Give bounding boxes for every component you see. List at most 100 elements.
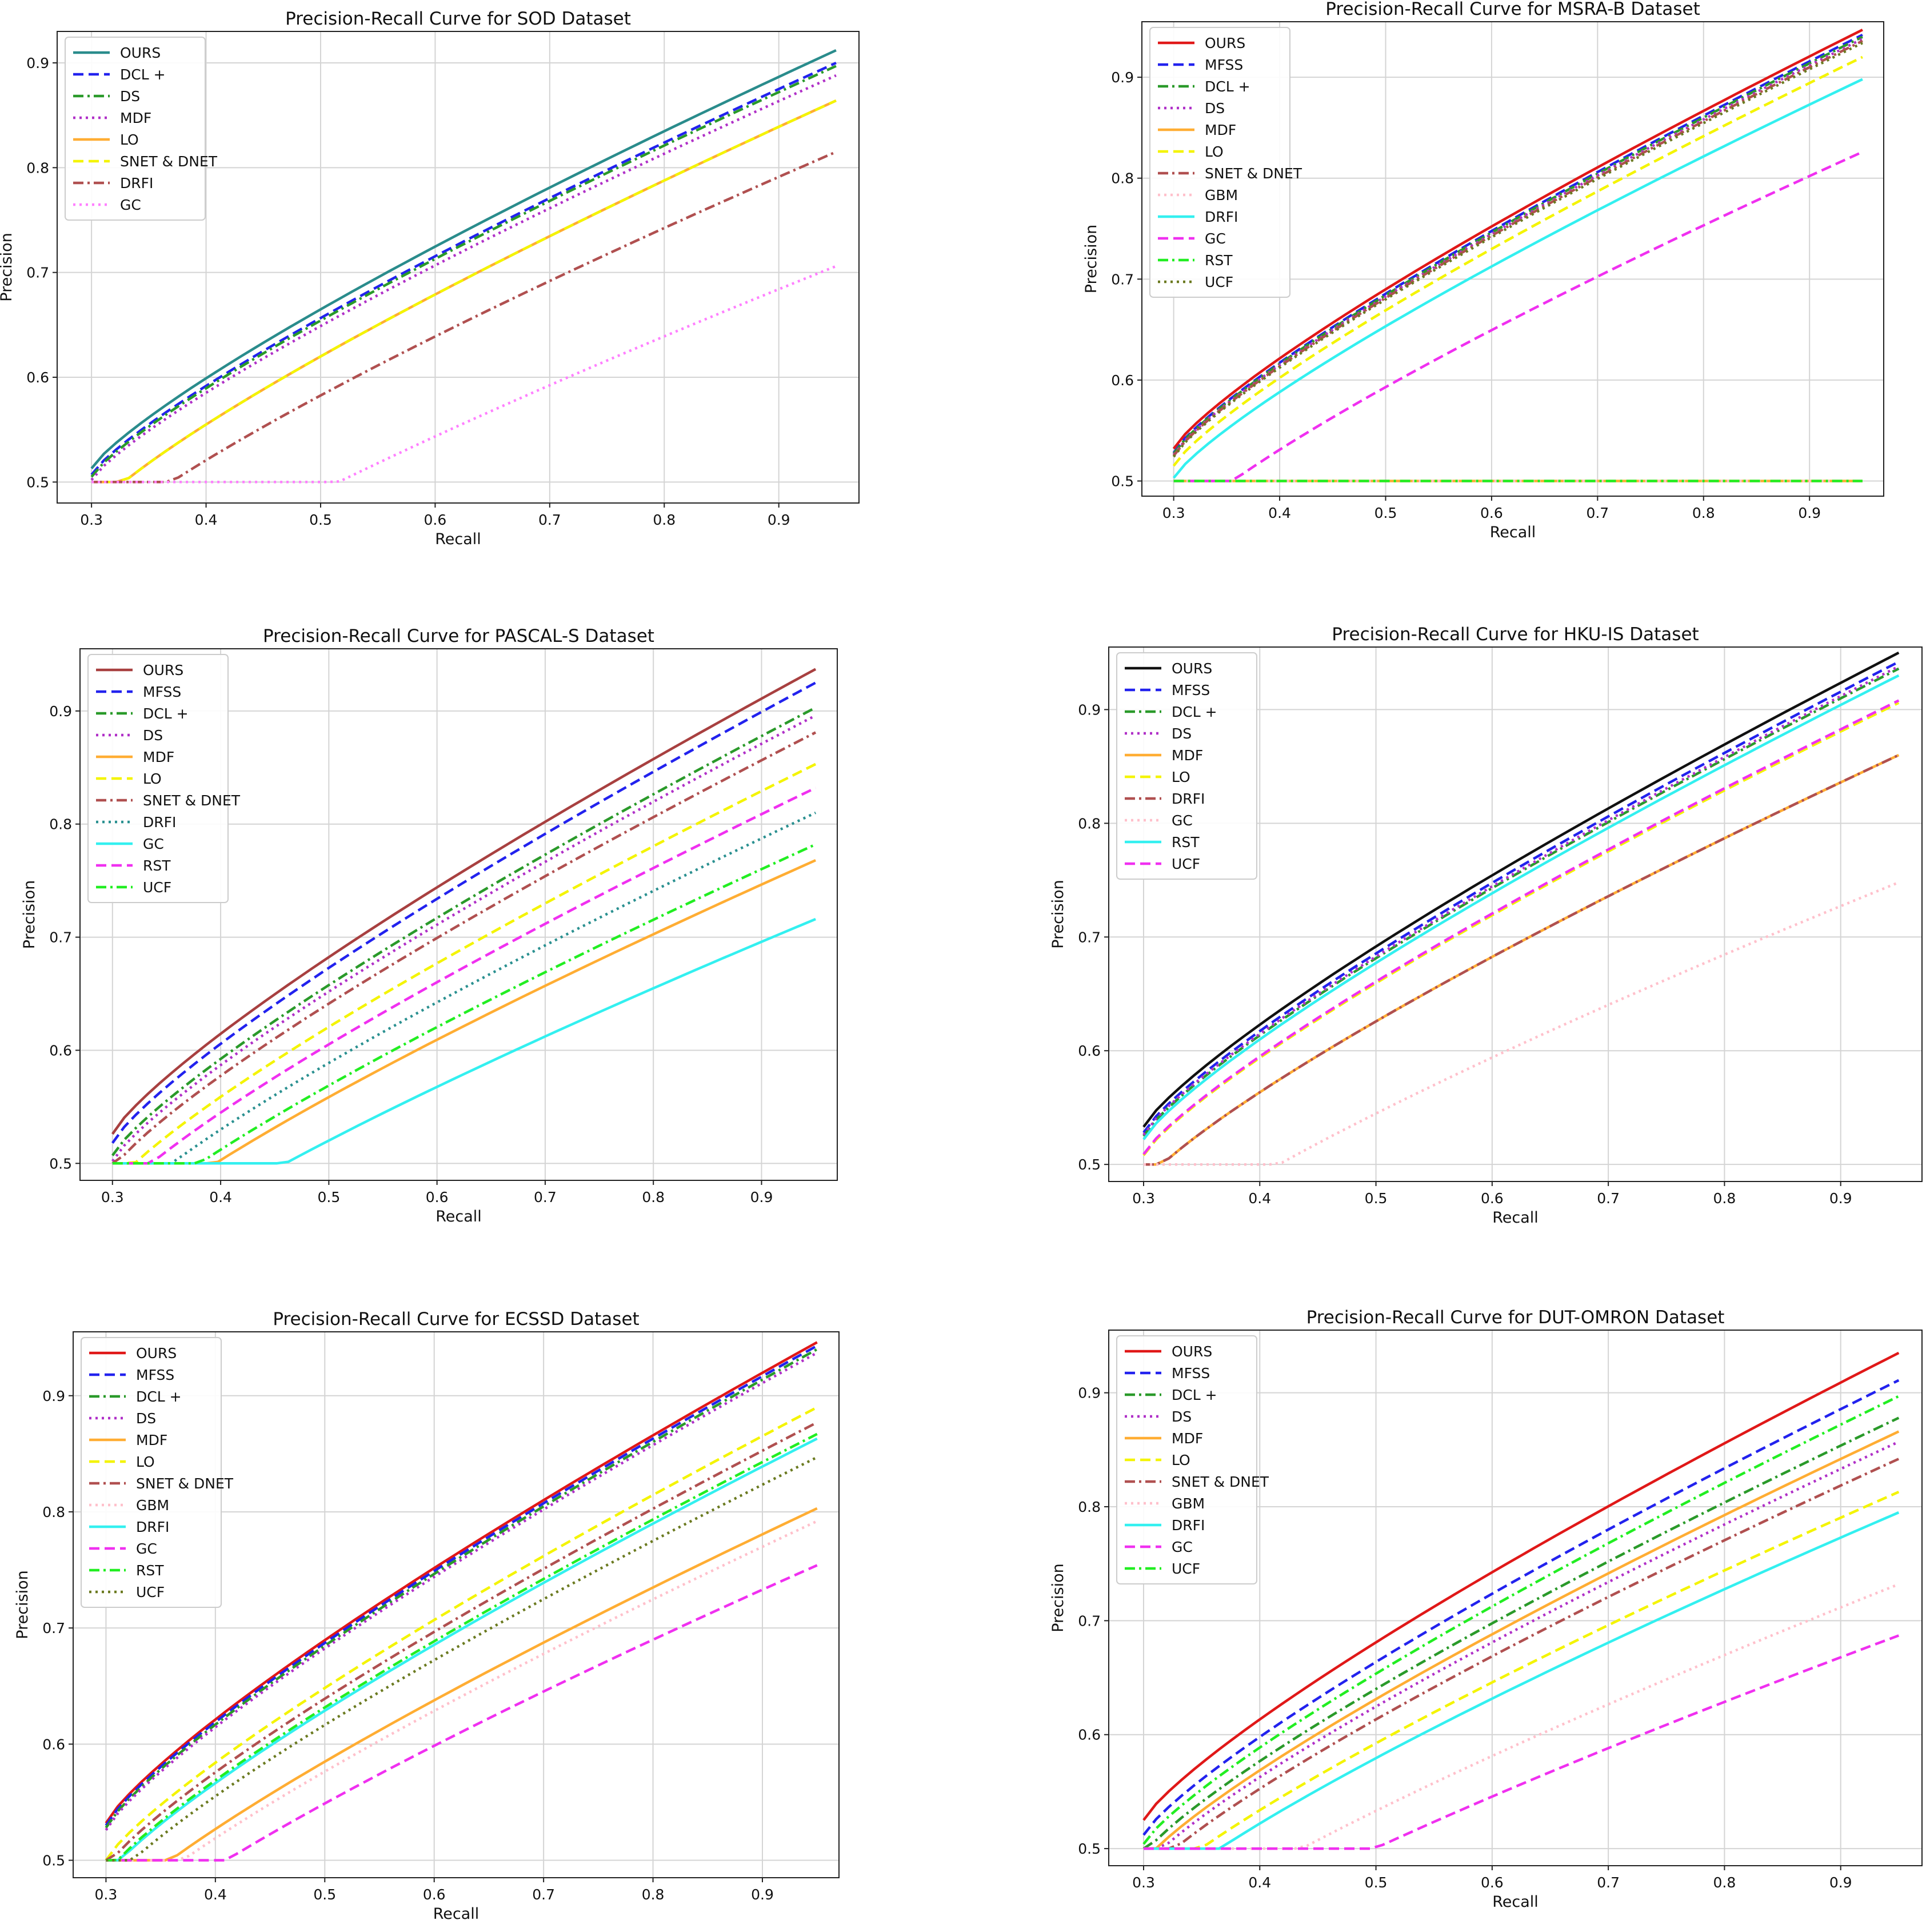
legend-box <box>1116 652 1257 880</box>
legend-label: GBM <box>1205 187 1238 203</box>
legend: OURS MFSS DCL + DS MDF LO SNET & DNET DRFI GC RST… <box>87 654 241 903</box>
chart-title: Precision-Recall Curve for SOD Dataset <box>285 9 631 29</box>
legend-label: LO <box>1172 769 1190 785</box>
legend-label: MFSS <box>1172 682 1210 698</box>
series-line <box>1172 29 1863 450</box>
x-tick-label: 0.9 <box>751 1886 774 1903</box>
chart-title: Precision-Recall Curve for DUT-OMRON Dat… <box>1306 1307 1725 1328</box>
y-tick-label: 0.5 <box>49 1155 72 1172</box>
y-tick-label: 0.5 <box>1078 1156 1101 1173</box>
legend-label: OURS <box>1205 35 1245 51</box>
x-tick-label: 0.6 <box>1481 1874 1504 1891</box>
series-line <box>1144 1583 1900 1850</box>
legend-label: MDF <box>1172 1430 1203 1447</box>
legend-label: LO <box>1172 1452 1190 1468</box>
legend-label: DS <box>1205 100 1225 117</box>
series-line <box>1172 37 1863 456</box>
chart-panel: 0.3 0.4 0.5 0.6 0.7 0.8 0.9 0.5 0.6 0.7 0.8 0.9 Prec… <box>0 9 860 548</box>
chart-title: Precision-Recall Curve for ECSSD Dataset <box>273 1309 639 1330</box>
x-axis-label: Recall <box>433 1905 479 1923</box>
legend-label: UCF <box>143 879 171 896</box>
y-tick-label: 0.9 <box>42 1388 65 1404</box>
y-axis-label: Precision <box>14 1570 31 1639</box>
legend-label: MDF <box>136 1432 167 1448</box>
x-axis-label: Recall <box>435 530 481 548</box>
series-line <box>111 706 817 1156</box>
legend-label: LO <box>1205 143 1224 160</box>
y-tick-label: 0.9 <box>26 55 49 71</box>
y-tick-label: 0.6 <box>42 1736 65 1753</box>
legend-label: RST <box>143 857 171 874</box>
x-tick-label: 0.8 <box>642 1886 665 1903</box>
legend-box <box>1149 27 1290 298</box>
legend-box <box>81 1337 222 1608</box>
x-tick-label: 0.6 <box>1481 1190 1504 1207</box>
x-tick-label: 0.3 <box>95 1886 118 1903</box>
legend-label: GC <box>1172 812 1193 829</box>
legend-label: RST <box>1205 252 1233 269</box>
y-tick-label: 0.6 <box>1111 372 1134 389</box>
x-tick-label: 0.6 <box>424 512 447 528</box>
legend-label: SNET & DNET <box>120 153 218 170</box>
series-line <box>90 65 837 478</box>
x-tick-label: 0.7 <box>532 1886 555 1903</box>
y-tick-label: 0.6 <box>1078 1727 1101 1743</box>
legend-label: MFSS <box>1172 1365 1210 1382</box>
legend-label: SNET & DNET <box>143 792 241 809</box>
y-tick-label: 0.9 <box>1078 701 1101 718</box>
legend-label: SNET & DNET <box>1205 165 1302 182</box>
legend-label: UCF <box>136 1584 165 1600</box>
y-tick-label: 0.6 <box>1078 1043 1101 1059</box>
legend-label: GC <box>120 197 141 213</box>
x-tick-label: 0.9 <box>768 512 790 528</box>
series-line <box>1142 699 1900 1155</box>
y-tick-label: 0.5 <box>1078 1841 1101 1857</box>
series-line <box>112 917 816 1165</box>
legend-label: DRFI <box>136 1519 169 1535</box>
series-line <box>1142 1395 1900 1845</box>
legend-label: DRFI <box>1205 209 1238 225</box>
x-tick-label: 0.3 <box>1162 505 1185 521</box>
legend-label: LO <box>136 1454 155 1470</box>
x-tick-label: 0.5 <box>1374 505 1397 521</box>
legend-label: DS <box>136 1410 156 1427</box>
legend-label: GC <box>136 1540 157 1557</box>
series-line <box>1142 651 1900 1128</box>
series-line <box>1144 753 1900 1166</box>
legend-label: DS <box>120 88 140 105</box>
plot-frame <box>1141 21 1884 497</box>
plot-frame <box>73 1331 840 1878</box>
series-line <box>90 61 837 476</box>
x-tick-label: 0.4 <box>1268 505 1291 521</box>
legend-label: OURS <box>120 45 161 61</box>
series-line <box>1144 1458 1900 1850</box>
legend-label: GBM <box>136 1497 169 1514</box>
series-line <box>111 714 817 1162</box>
legend-label: DRFI <box>1172 791 1205 807</box>
legend-label: OURS <box>1172 1343 1212 1360</box>
legend-label: DCL + <box>1172 704 1217 720</box>
legend-label: RST <box>136 1562 164 1579</box>
series-line <box>105 1341 818 1824</box>
legend-label: DRFI <box>120 175 153 191</box>
legend-label: OURS <box>143 662 183 678</box>
y-tick-label: 0.8 <box>1078 1499 1101 1515</box>
series-line <box>1144 1511 1900 1850</box>
x-tick-label: 0.5 <box>313 1886 336 1903</box>
x-tick-label: 0.4 <box>195 512 218 528</box>
series-line <box>112 859 817 1165</box>
legend-label: LO <box>120 131 139 148</box>
series-line <box>105 1406 818 1861</box>
series-line <box>1173 150 1863 482</box>
x-tick-label: 0.3 <box>101 1189 124 1205</box>
y-axis-label: Precision <box>0 233 15 301</box>
y-tick-label: 0.8 <box>1078 815 1101 832</box>
legend: OURS MFSS DCL + DS MDF LO SNET & DNET GBM DRFI GC… <box>1149 27 1302 298</box>
series-line <box>1172 39 1863 457</box>
x-tick-label: 0.9 <box>1829 1190 1852 1207</box>
x-tick-label: 0.9 <box>1829 1874 1852 1891</box>
x-tick-label: 0.7 <box>534 1189 557 1205</box>
x-tick-label: 0.8 <box>1713 1874 1736 1891</box>
legend-label: UCF <box>1172 856 1200 872</box>
x-tick-label: 0.7 <box>1597 1874 1620 1891</box>
